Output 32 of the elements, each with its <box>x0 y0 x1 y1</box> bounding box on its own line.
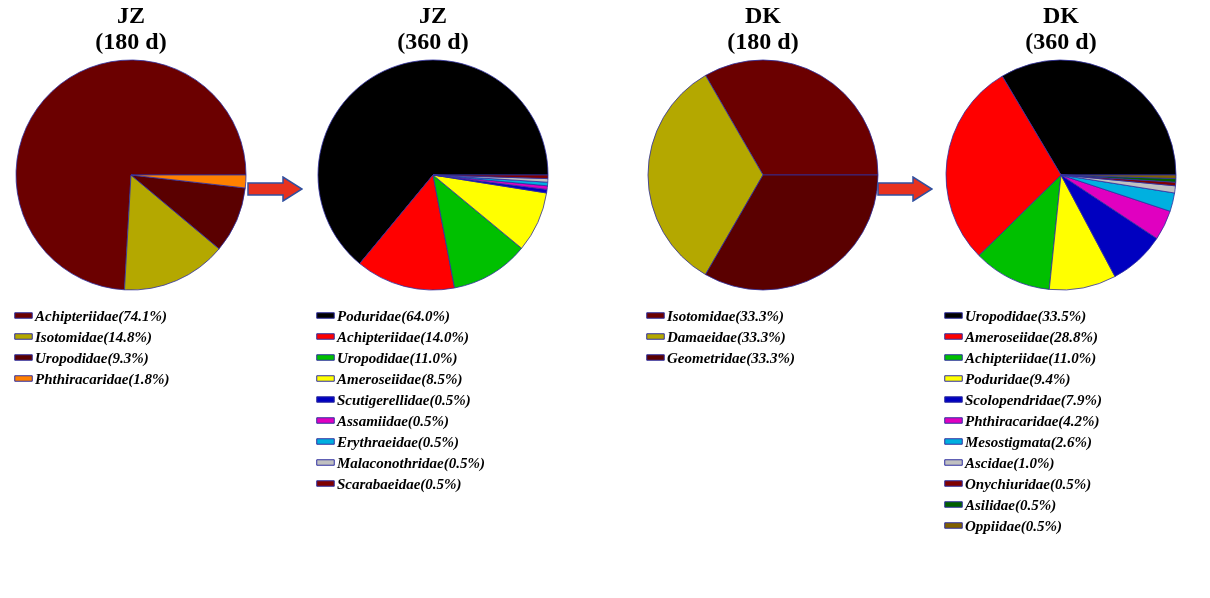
legend-label: Ascidae(1.0%) <box>964 454 1055 472</box>
chart-title: DK (360 d) <box>1025 2 1097 55</box>
legend-label: Damaeidae(33.3%) <box>666 328 786 346</box>
legend-label: Malaconothridae(0.5%) <box>336 454 485 472</box>
legend-label: Phthiracaridae(4.2%) <box>965 412 1100 430</box>
legend-label: Assamiidae(0.5%) <box>336 412 450 430</box>
legend-label: Uropodidae(11.0%) <box>337 349 458 367</box>
legend-label: Uropodidae(33.5%) <box>965 307 1087 325</box>
legend-label: Erythraeidae(0.5%) <box>336 433 460 451</box>
legend-label: Geometridae(33.3%) <box>667 349 795 367</box>
legend-label: Scolopendridae(7.9%) <box>965 391 1103 409</box>
chart-title: JZ (180 d) <box>95 2 167 55</box>
chart-title: JZ (360 d) <box>397 2 469 55</box>
legend-label: Phthiracaridae(1.8%) <box>35 370 170 388</box>
legend-label: Onychiuridae(0.5%) <box>965 475 1092 493</box>
legend-label: Isotomidae(14.8%) <box>34 328 153 346</box>
legend-label: Uropodidae(9.3%) <box>35 349 149 367</box>
legend-label: Poduridae(64.0%) <box>337 307 450 325</box>
legend-label: Mesostigmata(2.6%) <box>964 433 1093 451</box>
legend-label: Achipteriidae(14.0%) <box>336 328 470 346</box>
legend-label: Scutigerellidae(0.5%) <box>337 391 471 409</box>
legend-label: Scarabaeidae(0.5%) <box>337 475 462 493</box>
legend-label: Ameroseiidae(28.8%) <box>964 328 1098 346</box>
legend-label: Achipteriidae(74.1%) <box>34 307 168 325</box>
legend-label: Poduridae(9.4%) <box>965 370 1071 388</box>
legend-label: Ameroseiidae(8.5%) <box>336 370 463 388</box>
legend-label: Achipteriidae(11.0%) <box>964 349 1097 367</box>
pie-slice <box>15 59 247 291</box>
legend-label: Asilidae(0.5%) <box>964 496 1057 514</box>
legend-label: Oppiidae(0.5%) <box>965 517 1063 535</box>
chart-title: DK (180 d) <box>727 2 799 55</box>
legend-label: Isotomidae(33.3%) <box>666 307 785 325</box>
